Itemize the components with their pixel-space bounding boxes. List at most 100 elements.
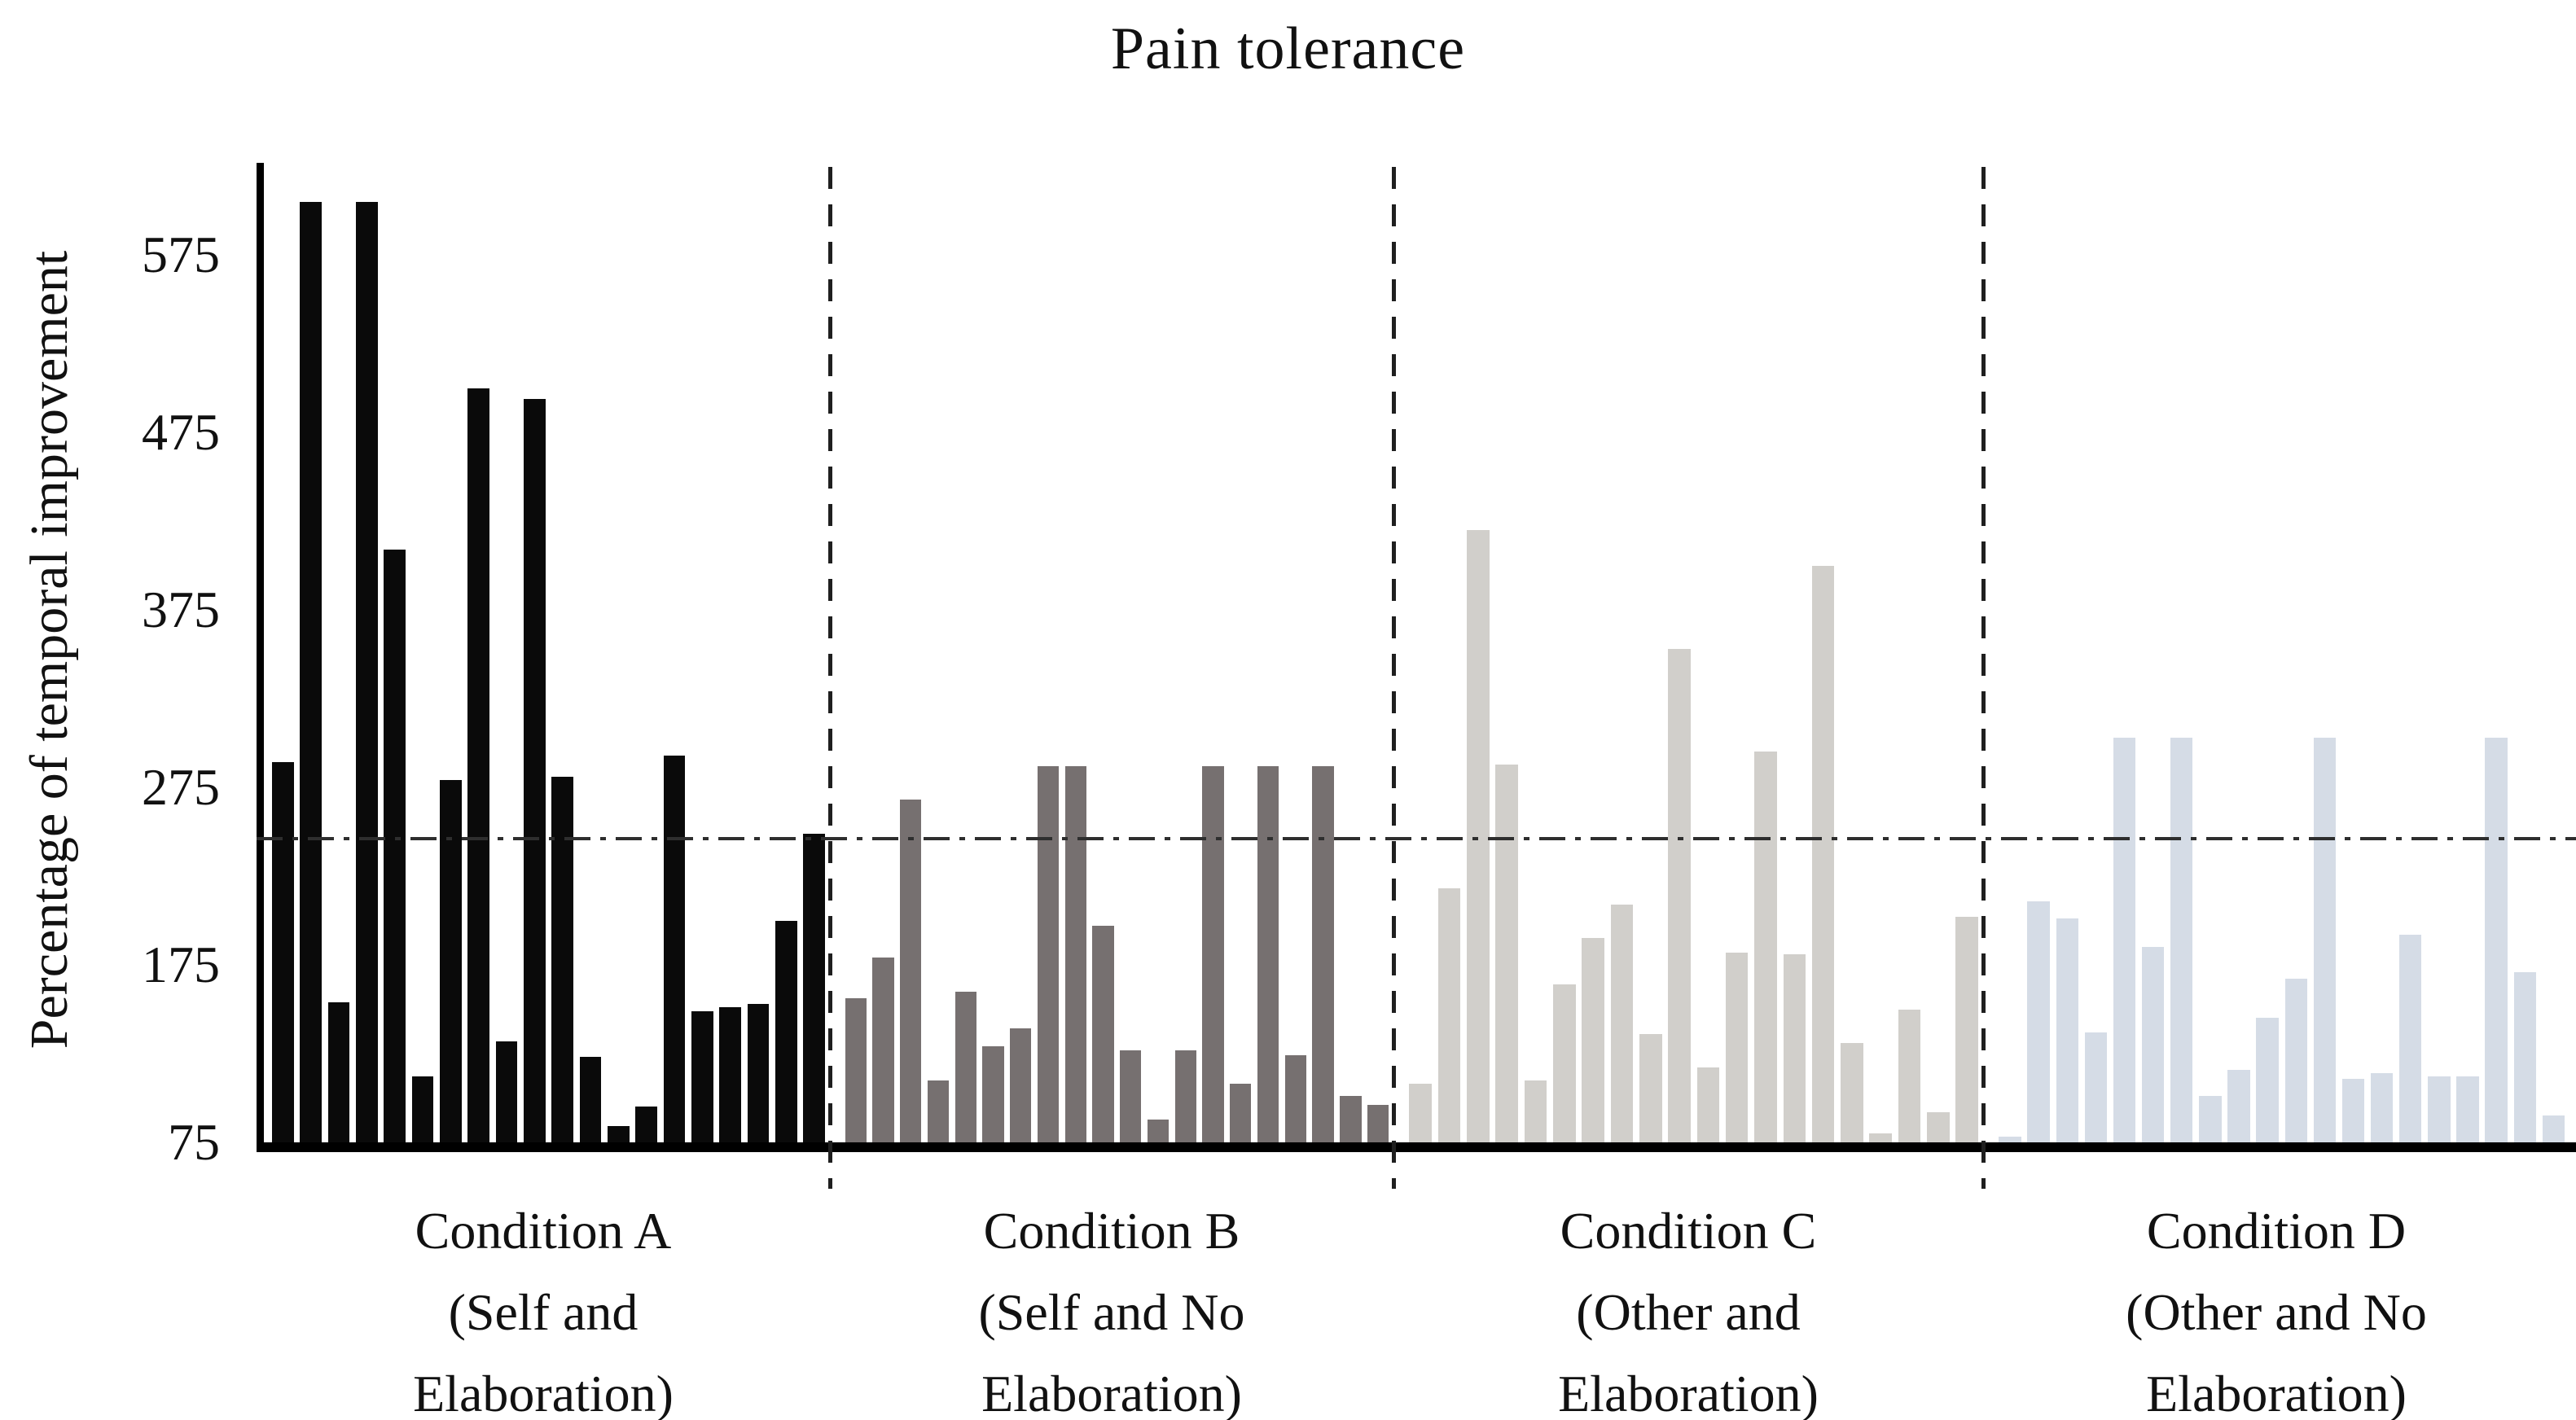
bar-group3-participant10: [1668, 648, 1691, 1142]
bar-group2-participant16: [1257, 765, 1279, 1142]
bar-group2-participant3: [900, 800, 922, 1142]
bar-group2-participant12: [1147, 1119, 1170, 1142]
bar-group1-participant2: [300, 201, 322, 1142]
bar-group4-participant20: [2542, 1115, 2565, 1142]
bar-group1-participant17: [719, 1007, 742, 1142]
bar-group4-participant10: [2256, 1018, 2279, 1142]
bar-group4-participant7: [2170, 737, 2193, 1142]
bar-group4-participant5: [2113, 737, 2136, 1142]
condition-label-line: (Self and No: [978, 1283, 1245, 1341]
bar-group3-participant9: [1639, 1034, 1662, 1142]
bar-group1-participant19: [775, 920, 797, 1142]
bar-group3-participant3: [1467, 529, 1490, 1142]
group-separator-1: [828, 167, 832, 1189]
bar-group1-participant16: [691, 1010, 713, 1142]
bar-group4-participant3: [2056, 918, 2078, 1142]
bar-group3-participant2: [1437, 888, 1461, 1142]
condition-label-4: Condition D (Other and No Elaboration): [2016, 1190, 2537, 1420]
condition-label-line: (Self and: [448, 1283, 639, 1341]
bar-group4-participant11: [2284, 979, 2307, 1142]
y-tick-label-475: 475: [142, 403, 220, 461]
chart-title: Pain tolerance: [1110, 15, 1466, 82]
bar-group4-participant19: [2513, 971, 2536, 1142]
condition-label-line: Condition C: [1560, 1202, 1817, 1260]
bar-group2-participant1: [845, 998, 867, 1142]
bar-group4-participant18: [2485, 737, 2508, 1142]
bar-group1-participant1: [271, 762, 294, 1142]
bar-group3-participant7: [1582, 938, 1604, 1142]
bar-group4-participant1: [1999, 1137, 2021, 1142]
bar-group2-participant13: [1174, 1050, 1196, 1142]
y-axis-line: [257, 163, 264, 1152]
bar-group2-participant10: [1092, 926, 1114, 1142]
bar-group3-participant11: [1696, 1067, 1720, 1142]
bar-group2-participant9: [1064, 765, 1086, 1142]
bar-group1-participant8: [467, 388, 490, 1142]
bar-group4-participant9: [2227, 1069, 2250, 1142]
mean-reference-line: [257, 837, 2576, 841]
bar-group4-participant6: [2141, 947, 2165, 1142]
bar-group1-participant5: [384, 549, 406, 1142]
condition-label-3: Condition C (Other and Elaboration): [1428, 1190, 1949, 1420]
x-axis-baseline: [257, 1142, 2576, 1152]
bar-group3-participant19: [1927, 1111, 1950, 1142]
bar-group3-participant8: [1610, 904, 1634, 1142]
bar-group4-participant16: [2428, 1076, 2451, 1142]
bar-group3-participant20: [1955, 917, 1978, 1142]
condition-label-line: Condition D: [2146, 1202, 2407, 1260]
bar-group3-participant5: [1524, 1080, 1547, 1142]
condition-label-2: Condition B (Self and No Elaboration): [851, 1190, 1372, 1420]
bar-group4-participant13: [2341, 1078, 2365, 1142]
y-axis-title: Percentage of temporal improvement: [20, 250, 79, 1050]
y-tick-label-575: 575: [142, 226, 220, 283]
bar-group4-participant2: [2027, 901, 2050, 1142]
group-separator-3: [1981, 167, 1986, 1189]
bar-group3-participant14: [1783, 953, 1806, 1142]
condition-label-line: Elaboration): [413, 1365, 674, 1420]
y-tick-label-375: 375: [142, 581, 220, 638]
condition-label-line: Elaboration): [1558, 1365, 1819, 1420]
bar-group4-participant14: [2370, 1072, 2394, 1142]
bar-group3-participant15: [1811, 565, 1835, 1142]
bar-group1-participant14: [635, 1107, 658, 1142]
bar-group3-participant6: [1553, 984, 1576, 1142]
bar-group2-participant8: [1037, 765, 1060, 1142]
bar-group4-participant4: [2084, 1032, 2108, 1142]
condition-label-line: Condition A: [415, 1202, 672, 1260]
bar-group3-participant16: [1841, 1042, 1863, 1142]
group-separator-2: [1392, 167, 1396, 1189]
bar-group2-participant15: [1230, 1084, 1252, 1142]
bar-group2-participant5: [954, 991, 976, 1142]
bar-group3-participant1: [1409, 1084, 1432, 1142]
bar-group1-participant18: [747, 1003, 770, 1142]
condition-label-line: Elaboration): [981, 1365, 1242, 1420]
bar-group1-participant4: [355, 201, 378, 1142]
bar-group2-participant4: [927, 1080, 950, 1142]
condition-label-line: Condition B: [983, 1202, 1240, 1260]
bar-group1-participant13: [607, 1126, 630, 1142]
bar-group1-participant10: [523, 398, 546, 1142]
bar-group2-participant19: [1340, 1096, 1362, 1142]
bar-group1-participant9: [495, 1041, 518, 1142]
bar-group2-participant20: [1367, 1105, 1389, 1142]
bar-group2-participant11: [1120, 1050, 1142, 1142]
bar-group2-participant18: [1312, 765, 1334, 1142]
bar-group2-participant17: [1284, 1055, 1306, 1142]
y-tick-label-75: 75: [168, 1113, 220, 1171]
bar-group3-participant13: [1754, 752, 1777, 1142]
bar-group2-participant2: [872, 958, 894, 1142]
bar-group4-participant17: [2456, 1076, 2479, 1142]
bar-group4-participant8: [2199, 1096, 2222, 1142]
bar-group1-participant12: [579, 1057, 602, 1142]
bar-group1-participant7: [439, 780, 462, 1142]
bar-group1-participant20: [803, 833, 826, 1142]
condition-label-line: Elaboration): [2146, 1365, 2407, 1420]
bar-group3-participant4: [1495, 764, 1518, 1142]
bar-group3-participant17: [1869, 1133, 1893, 1142]
y-tick-label-275: 275: [142, 758, 220, 816]
bar-group4-participant12: [2313, 737, 2337, 1142]
bar-group2-participant14: [1202, 765, 1224, 1142]
bar-group3-participant12: [1725, 952, 1749, 1142]
condition-label-1: Condition A (Self and Elaboration): [283, 1190, 804, 1420]
